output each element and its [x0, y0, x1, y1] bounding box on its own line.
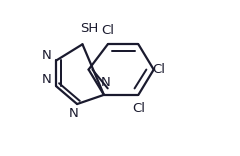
Text: Cl: Cl [132, 102, 145, 115]
Text: Cl: Cl [101, 24, 114, 37]
Text: Cl: Cl [153, 63, 166, 76]
Text: N: N [101, 76, 110, 89]
Text: N: N [68, 107, 78, 120]
Text: N: N [42, 49, 52, 62]
Text: SH: SH [80, 22, 98, 35]
Text: N: N [42, 73, 52, 86]
